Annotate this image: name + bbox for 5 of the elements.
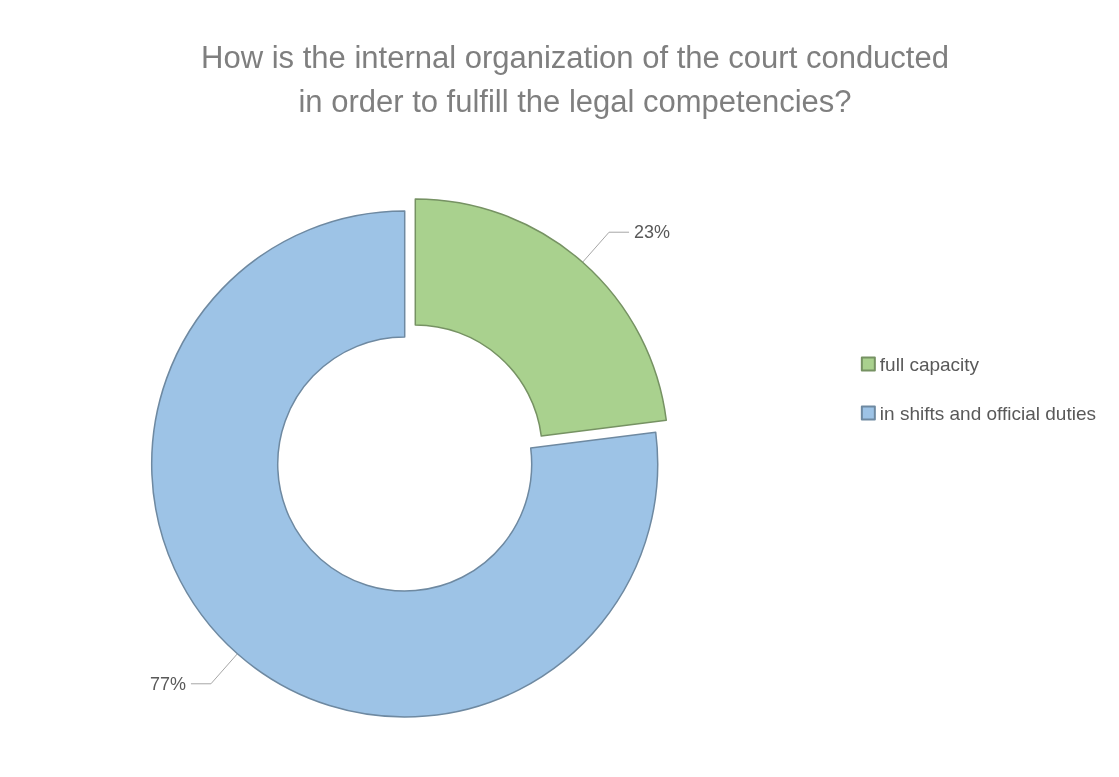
- chart-title: How is the internal organization of the court conducted in order to fulfill the legal competencies?: [201, 39, 949, 119]
- data-label: 77%: [149, 673, 186, 694]
- legend-label: full capacity: [879, 353, 980, 375]
- data-label: 23%: [634, 222, 671, 243]
- legend-label: in shifts and official duties: [879, 402, 1097, 424]
